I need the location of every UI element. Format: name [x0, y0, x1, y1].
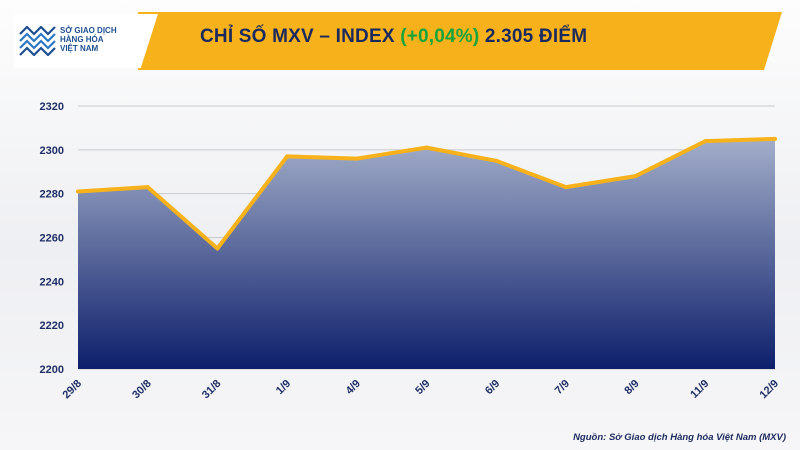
data-point — [424, 145, 429, 150]
x-axis: 29/8 30/8 31/8 1/9 4/9 5/9 6/9 7/9 8/9 11/9 12/9 — [60, 378, 781, 402]
x-tick-label: 12/9 — [757, 378, 781, 402]
x-tick-label: 7/9 — [553, 378, 572, 397]
x-tick-label: 6/9 — [483, 378, 502, 397]
data-point — [703, 139, 708, 144]
title-value: 2.305 ĐIỂM — [484, 26, 588, 47]
data-point — [773, 136, 777, 141]
data-point — [145, 185, 150, 190]
area-fill — [78, 138, 775, 369]
source-note: Nguồn: Sở Giao dịch Hàng hóa Việt Nam (M… — [573, 432, 786, 443]
logo-line-3: VIỆT NAM — [60, 44, 99, 53]
data-point — [285, 154, 290, 159]
chart-title: CHỈ SỐ MXV – INDEX (+0,04%) 2.305 ĐIỂM — [200, 26, 720, 56]
y-axis: 2200 2220 2240 2260 2280 2300 2320 — [40, 101, 64, 376]
data-point — [354, 156, 359, 161]
x-tick-label: 30/8 — [130, 378, 154, 402]
logo-text: SỞ GIAO DỊCH HÀNG HÓA VIỆT NAM — [60, 26, 144, 53]
y-tick-label: 2320 — [40, 101, 64, 113]
data-point — [76, 189, 80, 194]
y-tick-label: 2240 — [40, 276, 64, 288]
x-tick-label: 5/9 — [413, 378, 432, 397]
data-point — [633, 174, 638, 179]
mxv-logo-icon — [19, 26, 56, 56]
logo-panel — [14, 14, 158, 68]
x-tick-label: 8/9 — [622, 378, 641, 397]
data-point — [215, 246, 220, 251]
logo-line-1: SỞ GIAO DỊCH — [60, 26, 117, 35]
title-main: CHỈ SỐ MXV – INDEX — [200, 26, 395, 47]
logo-line-2: HÀNG HÓA — [60, 35, 104, 44]
y-tick-label: 2300 — [40, 145, 64, 157]
title-change: (+0,04%) — [400, 26, 480, 47]
y-tick-label: 2260 — [40, 233, 64, 245]
header-band — [138, 12, 782, 70]
x-tick-label: 4/9 — [344, 378, 363, 397]
y-tick-label: 2200 — [40, 364, 64, 376]
y-tick-label: 2280 — [40, 189, 64, 201]
y-tick-label: 2220 — [40, 320, 64, 332]
x-tick-label: 1/9 — [274, 378, 293, 397]
data-point — [563, 185, 568, 190]
data-point — [494, 158, 499, 163]
x-tick-label: 11/9 — [688, 378, 711, 401]
x-tick-label: 31/8 — [200, 378, 224, 402]
area-layer — [76, 136, 777, 369]
x-tick-label: 29/8 — [60, 378, 84, 402]
